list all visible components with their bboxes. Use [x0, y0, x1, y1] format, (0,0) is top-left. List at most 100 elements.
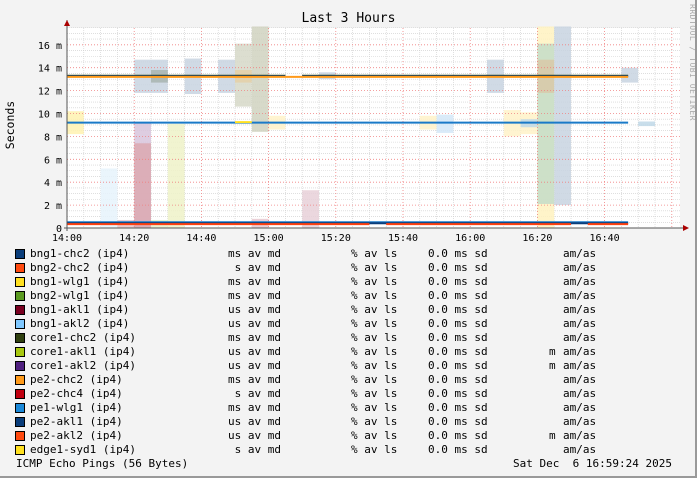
legend-am-label: am/as: [563, 429, 597, 442]
legend-median-unit: us av md: [228, 303, 281, 316]
legend-target-name: bng1-akl2 (ip4): [30, 317, 130, 330]
legend-swatch: [15, 445, 25, 455]
legend-median-unit: ms av md: [228, 331, 281, 344]
legend-am-unit: m: [549, 345, 556, 358]
legend-row: core1-akl1 (ip4) 350.6 us av md 0.1 % av…: [0, 345, 596, 359]
legend-stddev: 0.0 ms sd: [428, 443, 488, 456]
legend-row: pe2-chc2 (ip4) 13.2 ms av md 0.1 % av ls…: [0, 373, 596, 387]
legend-am-label: am/as: [563, 275, 597, 288]
legend-loss-unit: % av ls: [351, 345, 398, 358]
legend-target-name: bng1-chc2 (ip4): [30, 247, 130, 260]
chart-plot: 0 2 m 4 m 6 m 8 m 10 m 12 m 14 m 16 m 14:00 14:20 1…: [38, 20, 689, 244]
legend-stddev: 0.0 ms sd: [428, 331, 488, 344]
legend-swatch: [15, 375, 25, 385]
legend-swatch: [15, 347, 25, 357]
legend-stddev: 0.0 ms sd: [428, 303, 488, 316]
legend-am-unit: m: [549, 359, 556, 372]
y-tick-label: 14 m: [38, 64, 62, 75]
legend-target-name: pe1-wlg1 (ip4): [30, 401, 123, 414]
legend-median-unit: us av md: [228, 415, 281, 428]
legend-swatch: [15, 319, 25, 329]
smoke-band: [100, 168, 118, 228]
y-tick-label: 12 m: [38, 87, 62, 98]
legend-loss-unit: % av ls: [351, 443, 398, 456]
legend-swatch: [15, 305, 25, 315]
legend-stddev: 0.0 ms sd: [428, 261, 488, 274]
legend-swatch: [15, 389, 25, 399]
y-tick-label: 4 m: [44, 178, 62, 189]
legend-loss-unit: % av ls: [351, 275, 398, 288]
legend-median-unit: ms av md: [228, 373, 281, 386]
legend-am-label: am/as: [563, 345, 597, 358]
x-tick-label: 16:00: [455, 233, 485, 244]
legend-target-name: core1-akl1 (ip4): [30, 345, 136, 358]
legend-median-unit: us av md: [228, 345, 281, 358]
legend-am-unit: m: [549, 429, 556, 442]
legend-median-unit: us av md: [228, 359, 281, 372]
legend-swatch: [15, 403, 25, 413]
legend-stddev: 0.0 ms sd: [428, 415, 488, 428]
legend-swatch: [15, 361, 25, 371]
smoke-band: [134, 143, 151, 228]
y-tick-label: 6 m: [44, 155, 62, 166]
legend-swatch: [15, 263, 25, 273]
graph-timestamp: Sat Dec 6 16:59:24 2025: [513, 457, 672, 470]
x-tick-label: 15:00: [254, 233, 284, 244]
legend-am-label: am/as: [563, 401, 597, 414]
legend-stddev: 0.0 ms sd: [428, 247, 488, 260]
legend-loss-unit: % av ls: [351, 317, 398, 330]
legend-row: core1-akl2 (ip4) 299.9 us av md 0.0 % av…: [0, 359, 596, 373]
legend-swatch: [15, 431, 25, 441]
x-tick-label: 15:40: [388, 233, 418, 244]
legend-target-name: core1-chc2 (ip4): [30, 331, 136, 344]
legend-row: bng2-chc2 (ip4) -nan s av md 100.0 % av …: [0, 261, 596, 275]
legend-row: pe2-akl1 (ip4) 421.7 us av md 0.6 % av l…: [0, 415, 596, 429]
legend-stddev: 0.0 ms sd: [428, 359, 488, 372]
legend-swatch: [15, 291, 25, 301]
legend-am-label: am/as: [563, 289, 597, 302]
legend-loss-unit: % av ls: [351, 429, 398, 442]
legend-stddev: 0.0 ms sd: [428, 289, 488, 302]
legend-target-name: pe2-chc4 (ip4): [30, 387, 123, 400]
legend-target-name: pe2-akl1 (ip4): [30, 415, 123, 428]
x-tick-label: 16:40: [590, 233, 620, 244]
legend-row: core1-chc2 (ip4) 13.3 ms av md 0.0 % av …: [0, 331, 596, 345]
legend-median-unit: ms av md: [228, 401, 281, 414]
probe-description: ICMP Echo Pings (56 Bytes): [16, 457, 189, 470]
smoke-band: [638, 121, 655, 127]
smoke-band: [167, 123, 185, 228]
y-tick-label: 0: [56, 224, 62, 235]
legend-median-unit: s av md: [228, 261, 281, 274]
legend-row: pe2-chc4 (ip4) -nan s av md 100.0 % av l…: [0, 387, 596, 401]
legend-am-label: am/as: [563, 373, 597, 386]
legend-loss-unit: % av ls: [351, 289, 398, 302]
x-tick-label: 14:40: [186, 233, 216, 244]
y-tick-label: 16 m: [38, 41, 62, 52]
legend-am-label: am/as: [563, 359, 597, 372]
legend-target-name: bng2-wlg1 (ip4): [30, 289, 130, 302]
legend-loss-unit: % av ls: [351, 401, 398, 414]
legend-stddev: 0.0 ms sd: [428, 345, 488, 358]
y-axis-label: Seconds: [3, 100, 18, 150]
smoke-band: [436, 114, 454, 133]
legend-loss-unit: % av ls: [351, 373, 398, 386]
x-axis-arrow: [683, 225, 689, 231]
legend-median-unit: ms av md: [228, 247, 281, 260]
legend-loss-unit: % av ls: [351, 415, 398, 428]
legend-stddev: 0.0 ms sd: [428, 429, 488, 442]
legend-am-label: am/as: [563, 247, 597, 260]
legend-median-unit: us av md: [228, 429, 281, 442]
legend-row: bng1-akl2 (ip4) 483.1 us av md 0.0 % av …: [0, 317, 596, 331]
legend-am-label: am/as: [563, 443, 597, 456]
y-tick-label: 8 m: [44, 132, 62, 143]
legend-loss-unit: % av ls: [351, 303, 398, 316]
legend-target-name: pe2-chc2 (ip4): [30, 373, 123, 386]
legend-row: bng1-akl1 (ip4) 447.8 us av md 0.0 % av …: [0, 303, 596, 317]
legend-target-name: bng1-akl1 (ip4): [30, 303, 130, 316]
legend-row: pe1-wlg1 (ip4) 9.2 ms av md 0.0 % av ls …: [0, 401, 596, 415]
y-tick-label: 10 m: [38, 110, 62, 121]
smoke-band: [621, 67, 639, 83]
x-tick-label: 14:00: [52, 233, 82, 244]
x-tick-label: 16:20: [522, 233, 552, 244]
